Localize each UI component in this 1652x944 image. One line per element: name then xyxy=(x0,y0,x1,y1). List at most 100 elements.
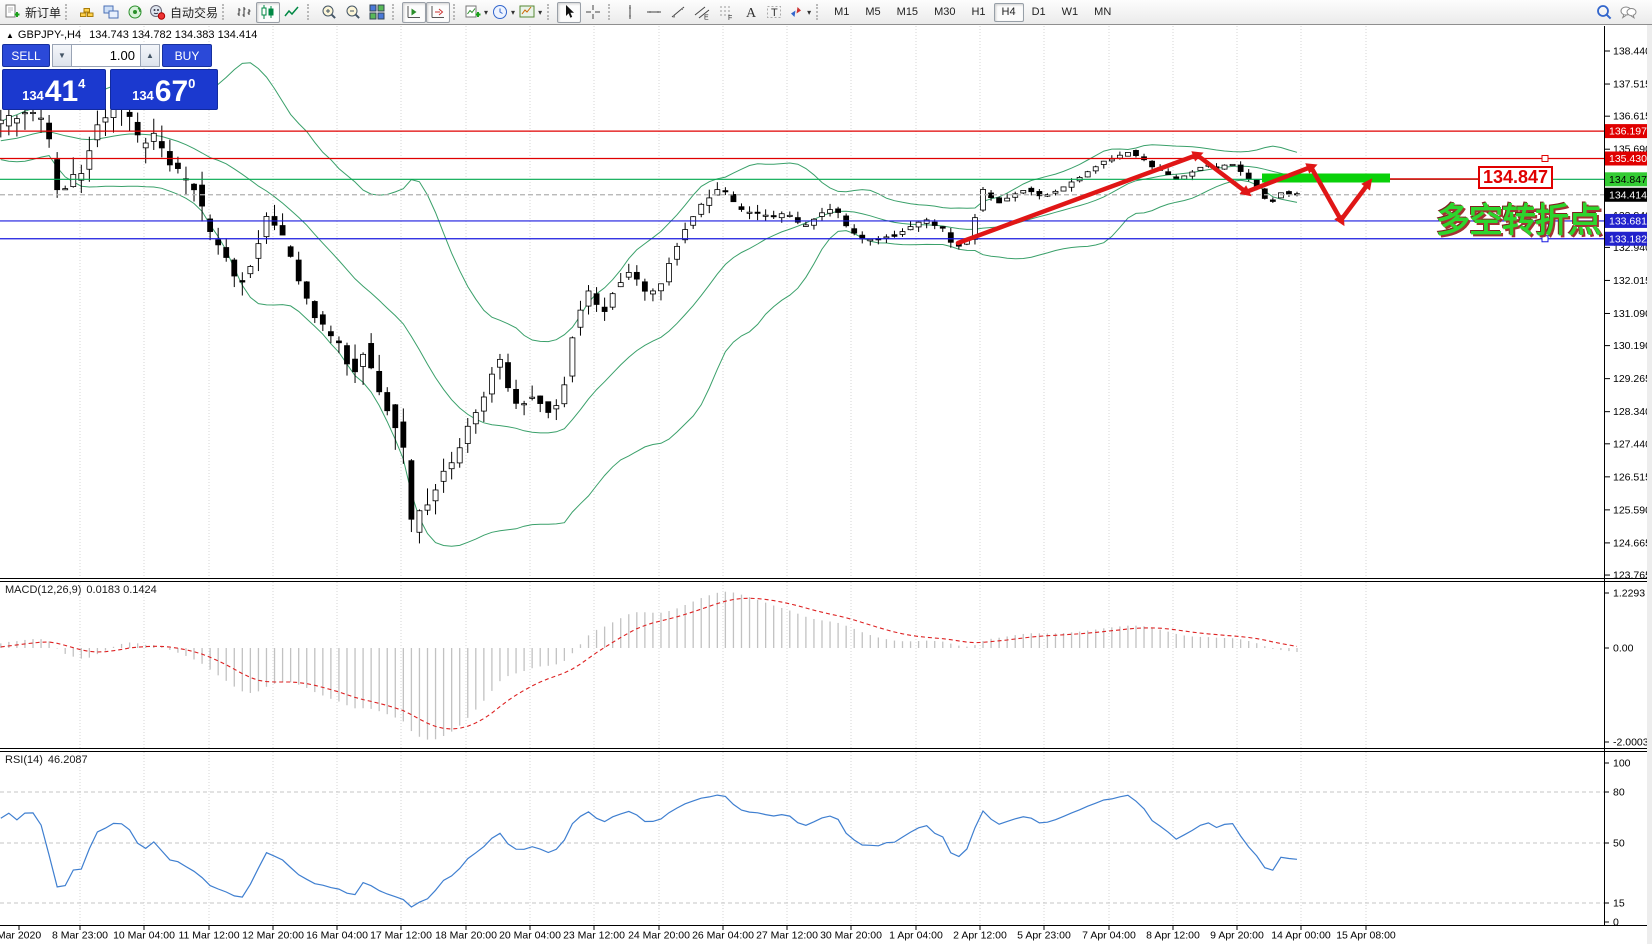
crosshair-tool-button[interactable] xyxy=(581,2,605,23)
macd-indicator-label: MACD(12,26,9) 0.0183 0.1424 xyxy=(5,584,162,596)
sell-button[interactable]: SELL xyxy=(2,44,50,67)
pane-frame xyxy=(0,26,1652,926)
toolbar-separator xyxy=(816,4,821,20)
tile-windows-button[interactable] xyxy=(365,2,389,23)
channel-tool-button[interactable]: E xyxy=(690,2,714,23)
svg-text:12 Mar 20:00: 12 Mar 20:00 xyxy=(242,930,304,942)
symbol-marker-icon: ▲ xyxy=(6,31,14,40)
tf-w1-button[interactable]: W1 xyxy=(1061,6,1079,18)
tf-m30-button[interactable]: M30 xyxy=(934,6,956,18)
svg-text:Mar 2020: Mar 2020 xyxy=(0,930,41,942)
symbol-info-line: ▲ GBPJPY-,H4 134.743 134.782 134.383 134.4… xyxy=(6,29,257,41)
horizontal-line-tool-button[interactable] xyxy=(642,2,666,23)
svg-text:136.615: 136.615 xyxy=(1613,111,1651,123)
volume-decrease-button[interactable]: ▼ xyxy=(52,44,72,67)
tf-d1-button[interactable]: D1 xyxy=(1031,6,1046,18)
svg-text:8 Apr 12:00: 8 Apr 12:00 xyxy=(1146,930,1200,942)
chat-icon xyxy=(1620,6,1637,20)
tiles-icon xyxy=(369,4,385,20)
svg-text:132.015: 132.015 xyxy=(1613,275,1651,287)
chevron-down-icon: ▾ xyxy=(807,7,812,17)
indicators-menu-button[interactable]: ▾ xyxy=(463,2,490,23)
svg-text:10 Mar 04:00: 10 Mar 04:00 xyxy=(113,930,175,942)
svg-text:1.2293: 1.2293 xyxy=(1613,588,1645,600)
tf-m15-button[interactable]: M15 xyxy=(896,6,919,18)
svg-text:1 Apr 04:00: 1 Apr 04:00 xyxy=(889,930,943,942)
toolbar-separator xyxy=(392,4,397,20)
svg-text:15 Apr 08:00: 15 Apr 08:00 xyxy=(1336,930,1396,942)
svg-text:133.182: 133.182 xyxy=(1609,233,1647,245)
chevron-down-icon: ▾ xyxy=(511,7,516,17)
label-tool-button[interactable]: T xyxy=(762,2,786,23)
signals-button[interactable] xyxy=(123,2,147,23)
arrows-tool-button[interactable]: ▾ xyxy=(786,2,813,23)
zoom-in-button[interactable] xyxy=(317,2,341,23)
periods-menu-button[interactable]: ▾ xyxy=(490,2,517,23)
cursor-tool-button[interactable] xyxy=(557,1,582,23)
doc-plus-icon xyxy=(5,4,20,18)
svg-text:E: E xyxy=(704,15,709,22)
chevron-down-icon: ▾ xyxy=(538,7,543,17)
svg-text:133.681: 133.681 xyxy=(1609,215,1647,227)
price-axis: 138.440137.515136.615135.690134.765133.8… xyxy=(1541,46,1651,582)
volume-input[interactable]: 1.00 xyxy=(72,44,140,67)
toolbar-separator xyxy=(307,4,312,20)
one-click-trade-panel: SELL ▼ 1.00 ▲ BUY 134 41 4 134 67 0 xyxy=(2,44,218,110)
sell-price-pips: 41 xyxy=(44,75,79,108)
toolbar-separator xyxy=(222,4,227,20)
tf-h4-button[interactable]: H4 xyxy=(993,2,1024,22)
macd-histogram xyxy=(0,591,1298,740)
fibonacci-tool-button[interactable]: F xyxy=(714,2,738,23)
zoom-in-icon xyxy=(322,5,336,19)
tf-m5-button[interactable]: M5 xyxy=(865,6,881,18)
templates-menu-button[interactable]: ▾ xyxy=(517,2,544,23)
level-lines xyxy=(0,130,1604,240)
tf-mn-button[interactable]: MN xyxy=(1094,6,1112,18)
rsi-name: RSI(14) xyxy=(5,754,43,766)
svg-text:20 Mar 04:00: 20 Mar 04:00 xyxy=(499,930,561,942)
svg-text:80: 80 xyxy=(1613,787,1625,799)
line-chart-button[interactable] xyxy=(280,2,304,23)
turning-point-annotation: 多空转折点 xyxy=(1436,202,1602,240)
search-button[interactable] xyxy=(1592,2,1616,23)
vertical-line-tool-button[interactable] xyxy=(618,2,642,23)
rsi-value: 46.2087 xyxy=(47,754,88,766)
svg-text:134.847: 134.847 xyxy=(1609,174,1647,186)
zoom-out-icon xyxy=(346,5,360,19)
svg-text:T: T xyxy=(771,7,778,19)
trend-annotation xyxy=(955,151,1478,246)
svg-text:0.00: 0.00 xyxy=(1613,643,1634,655)
chat-button[interactable] xyxy=(1616,2,1640,23)
toolbar: 新订单 自动交易 ▾ ▾ ▾ E F A T ▾ M1 M5 M15 M30 H1 H4 D1 W1 MN xyxy=(0,0,1652,25)
autotrading-button[interactable]: 自动交易 xyxy=(147,2,219,23)
time-axis: Mar 2020 8 Mar 23:00 10 Mar 04:00 11 Mar 12… xyxy=(0,925,1396,942)
macd-signal-line xyxy=(0,597,1298,730)
svg-text:50: 50 xyxy=(1613,838,1625,850)
indicator-add-icon xyxy=(465,5,481,18)
new-order-button[interactable]: 新订单 xyxy=(2,2,62,23)
bar-chart-button[interactable] xyxy=(232,2,256,23)
indicator-axis: 1.2293 0.00 -2.0003 100 80 50 15 0 xyxy=(1604,588,1649,929)
text-tool-button[interactable]: A xyxy=(738,2,762,23)
rsi-line xyxy=(0,794,1298,908)
hline-icon xyxy=(647,11,662,13)
signal-icon xyxy=(128,5,142,19)
market-depth-button[interactable] xyxy=(99,2,123,23)
trendline-tool-button[interactable] xyxy=(666,2,690,23)
window-edge xyxy=(1647,25,1652,944)
tf-m1-button[interactable]: M1 xyxy=(834,6,850,18)
zoom-out-button[interactable] xyxy=(341,2,365,23)
tf-h1-button[interactable]: H1 xyxy=(971,6,986,18)
buy-price-display[interactable]: 134 67 0 xyxy=(109,69,218,110)
auto-scroll-button[interactable] xyxy=(402,1,427,23)
volume-increase-button[interactable]: ▲ xyxy=(140,44,160,67)
shift-icon xyxy=(431,6,445,18)
candle-chart-button[interactable] xyxy=(256,1,281,23)
history-center-button[interactable] xyxy=(75,2,99,23)
sell-price-display[interactable]: 134 41 4 xyxy=(2,69,106,110)
svg-text:30 Mar 20:00: 30 Mar 20:00 xyxy=(820,930,882,942)
search-icon xyxy=(1597,5,1612,20)
chart-shift-button[interactable] xyxy=(426,1,451,23)
buy-button[interactable]: BUY xyxy=(162,44,212,67)
